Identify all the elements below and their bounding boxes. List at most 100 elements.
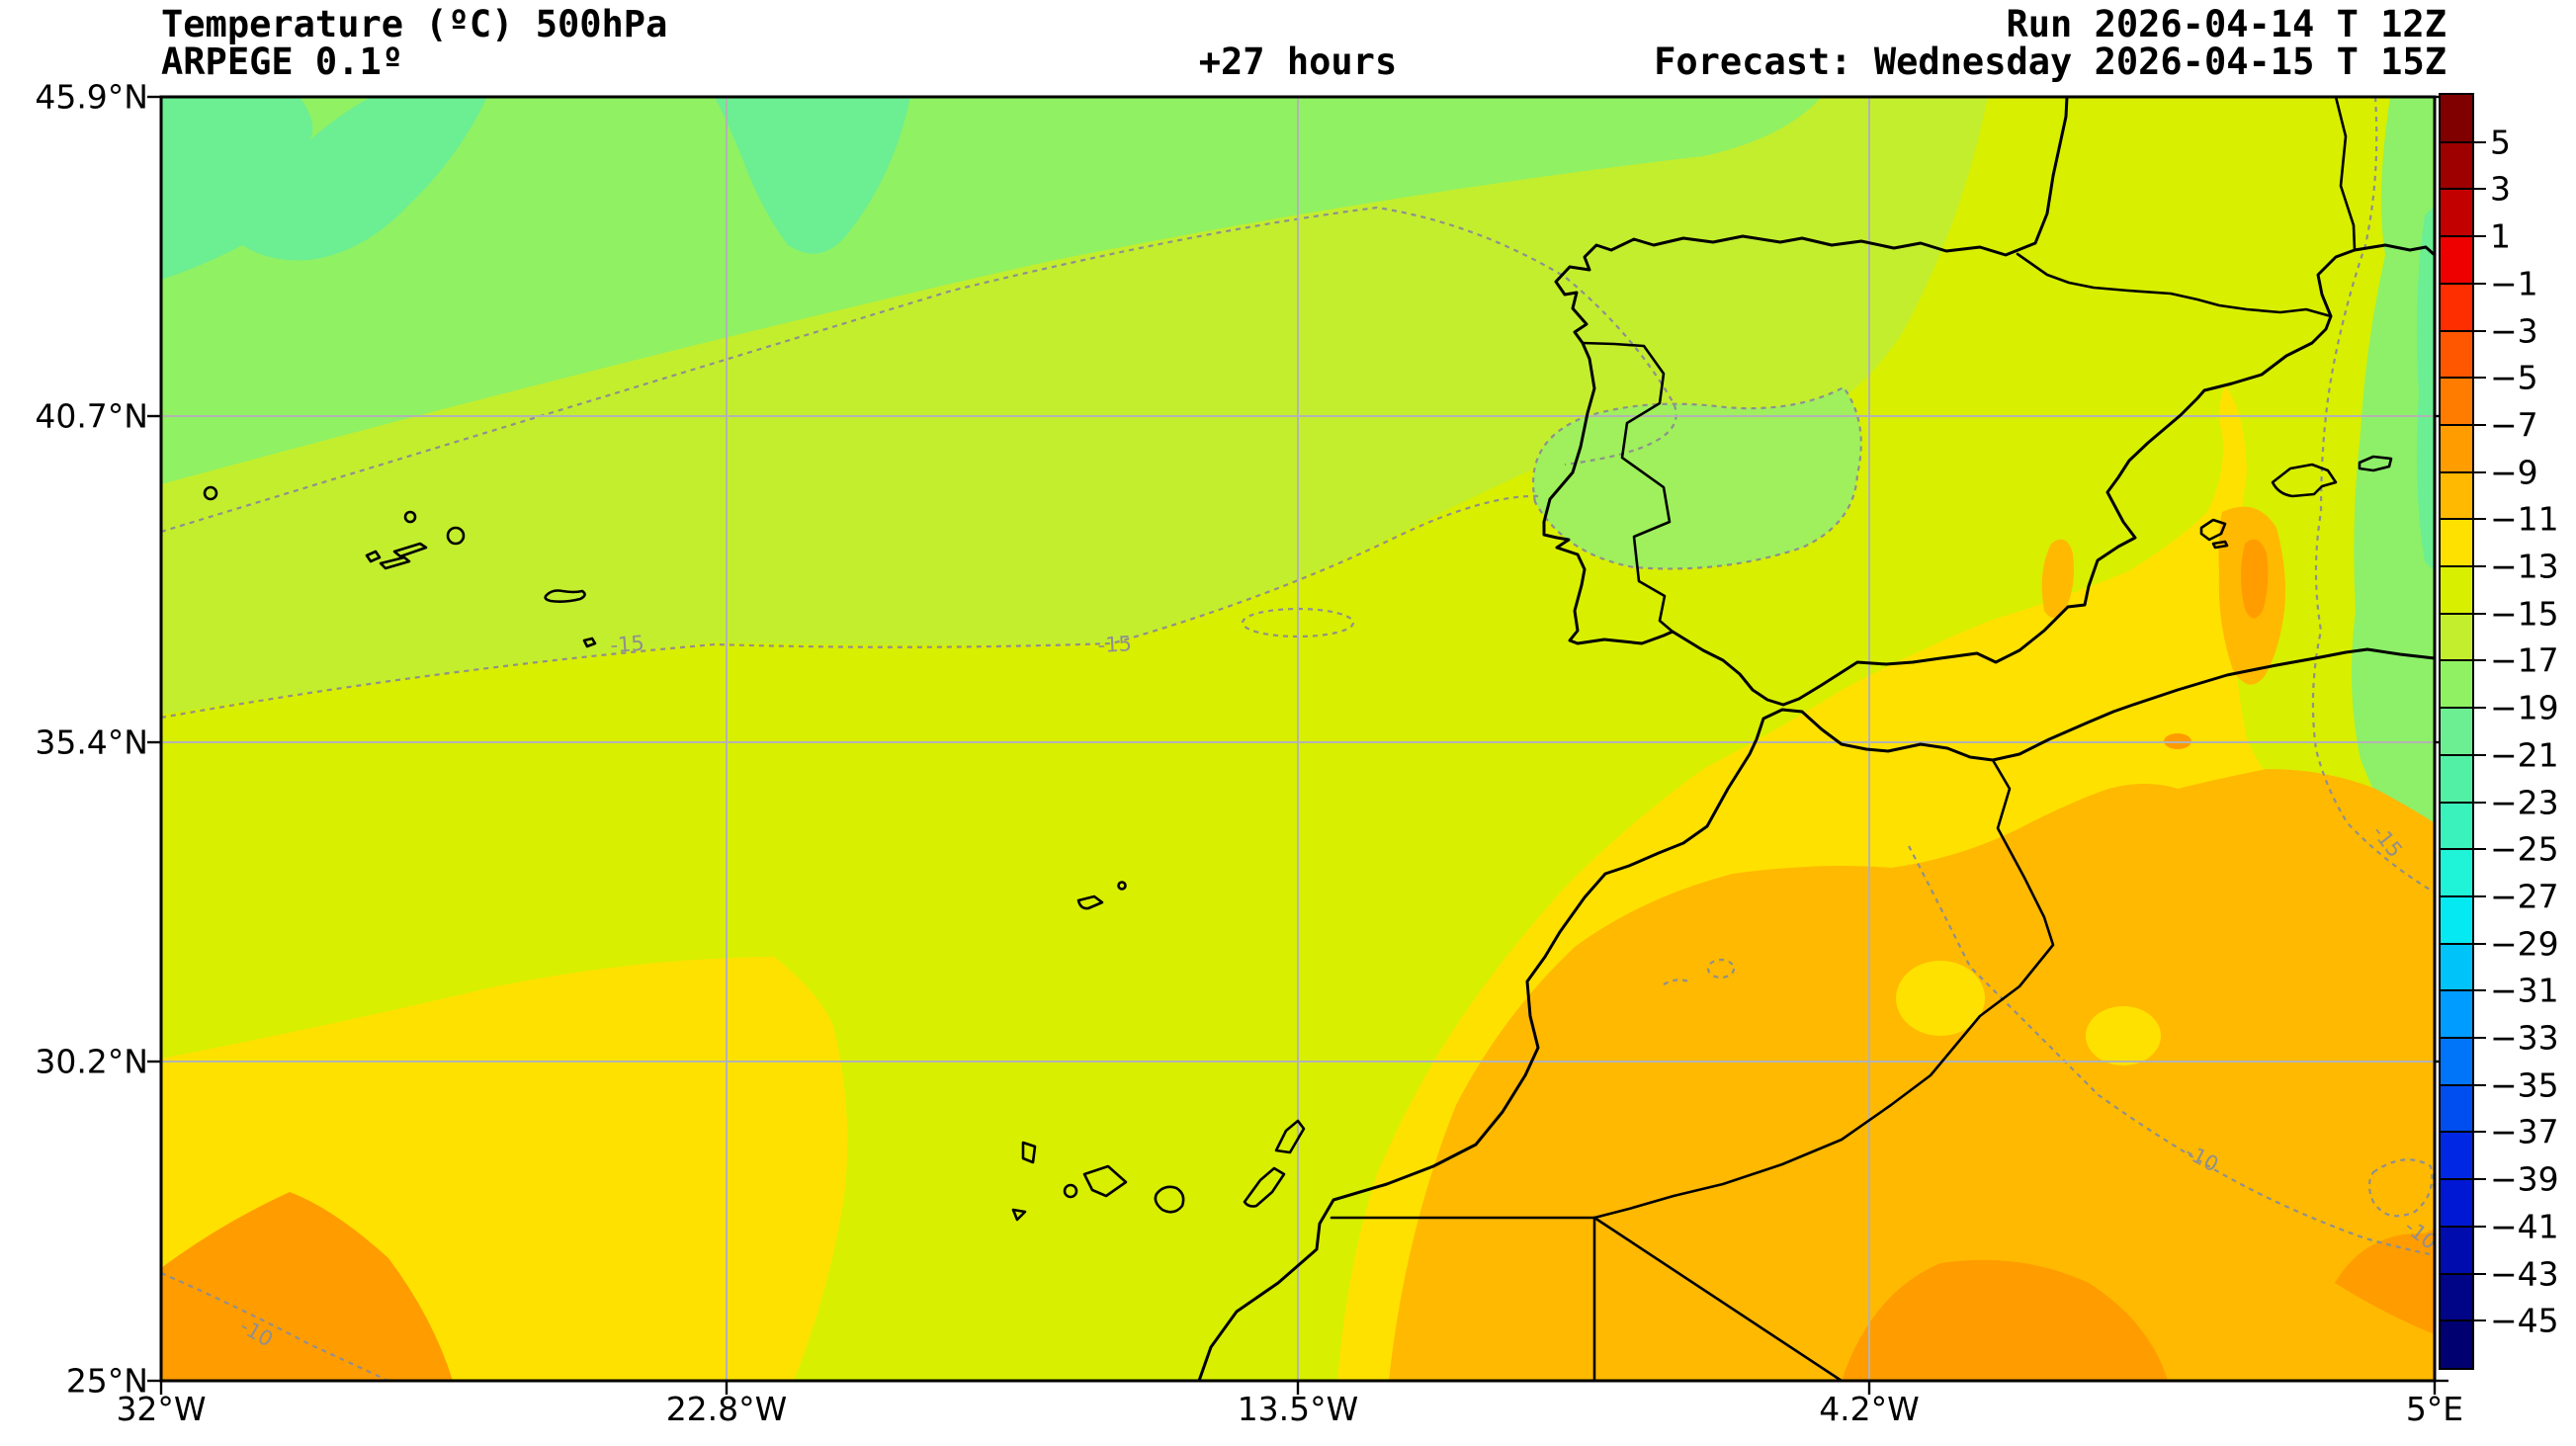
- colorbar-segment: [2441, 990, 2472, 1039]
- island-lanzarote: [1274, 1119, 1306, 1154]
- colorbar-segment: [2441, 613, 2472, 661]
- colorbar-segment: [2441, 943, 2472, 991]
- fill-gold-main: [1389, 769, 2435, 1381]
- colorbar-tick-label: −25: [2490, 829, 2559, 869]
- isotherm-15-iberia-ring: [1531, 385, 1862, 570]
- island-ibiza: [2199, 518, 2227, 542]
- isotherm-10-minor2: [1663, 978, 1692, 985]
- colorbar-segment: [2441, 1320, 2472, 1369]
- colorbar-segment: [2441, 95, 2472, 143]
- island-pico: [379, 555, 411, 570]
- colorbar-tick: [2441, 470, 2486, 473]
- colorbar-tick: [2441, 377, 2486, 380]
- colorbar-tick: [2441, 1178, 2486, 1181]
- island-el-hierro: [1011, 1208, 1027, 1222]
- fill-orange-med-sliver: [2241, 539, 2269, 619]
- coastline-layer: [1197, 95, 2437, 1383]
- fill-mint-east-sliver: [2417, 206, 2435, 571]
- isotherm-15-upper: [160, 206, 1677, 534]
- colorbar-tick: [2441, 1037, 2486, 1040]
- colorbar-tick-label: −15: [2490, 594, 2559, 634]
- colorbar-tick: [2441, 848, 2486, 851]
- colorbar-segment: [2441, 1084, 2472, 1133]
- colorbar-tick: [2441, 942, 2486, 945]
- border-algeria-mauritania-diagonal: [1592, 1216, 1844, 1383]
- colorbar-tick-label: −27: [2490, 877, 2559, 916]
- island-la-palma: [1021, 1141, 1037, 1164]
- colorbar-tick-label: −29: [2490, 924, 2559, 964]
- colorbar-tick-label: −43: [2490, 1254, 2559, 1294]
- lon-label: 22.8°W: [665, 1390, 788, 1428]
- colorbar-tick-label: 1: [2490, 216, 2511, 256]
- colorbar-segment: [2441, 189, 2472, 237]
- fill-mint-dot: [235, 191, 261, 209]
- colorbar-segment: [2441, 236, 2472, 285]
- border-morocco-algeria: [1592, 758, 2055, 1220]
- colorbar-segment: [2441, 1179, 2472, 1228]
- colorbar-segment: [2441, 141, 2472, 190]
- island-terceira: [446, 526, 466, 546]
- fill-mint-tongue: [715, 97, 910, 254]
- colorbar-tick-label: −45: [2490, 1301, 2559, 1340]
- colorbar-tick-label: −23: [2490, 783, 2559, 822]
- island-madeira: [1076, 894, 1104, 910]
- colorbar-tick: [2441, 423, 2486, 426]
- fill-orange-sw: [161, 1192, 453, 1381]
- island-la-gomera: [1063, 1183, 1078, 1199]
- island-tenerife: [1082, 1164, 1128, 1198]
- colorbar-tick-label: −35: [2490, 1065, 2559, 1105]
- lon-label: 13.5°W: [1237, 1390, 1359, 1428]
- colorbar-tick: [2441, 1131, 2486, 1134]
- coastline-africa: [1197, 647, 2437, 1383]
- colorbar-segment: [2441, 1226, 2472, 1275]
- isotherm-15-minor-ring: [1241, 607, 1355, 638]
- fill-orange-east: [2335, 1229, 2435, 1334]
- border-portugal-spain: [1581, 341, 1674, 634]
- colorbar-tick: [2441, 894, 2486, 897]
- fill-yellow-pocket: [2086, 1006, 2161, 1065]
- island-faial: [365, 550, 382, 563]
- colorbar-segment: [2441, 519, 2472, 567]
- colorbar-segment: [2441, 330, 2472, 379]
- colorbar-tick-label: 3: [2490, 169, 2511, 209]
- isotherm-10-east-loop: [2367, 1158, 2434, 1218]
- island-porto-santo: [1117, 881, 1127, 891]
- colorbar-segment: [2441, 1132, 2472, 1180]
- lat-label: 45.9°N: [35, 77, 148, 117]
- islands-layer: [203, 455, 2393, 1222]
- colorbar-tick-label: −17: [2490, 640, 2559, 680]
- run-label: Run 2026-04-14 T 12Z: [2006, 3, 2447, 45]
- fill-green-east: [2352, 97, 2435, 890]
- model-label: ARPEGE 0.1º: [161, 41, 404, 83]
- colorbar-tick: [2441, 140, 2486, 143]
- forecast-label: Forecast: Wednesday 2026-04-15 T 15Z: [1654, 41, 2447, 83]
- colorbar-tick: [2441, 565, 2486, 568]
- colorbar-tick: [2441, 707, 2486, 710]
- colorbar-tick: [2441, 1272, 2486, 1275]
- isotherm-10-east: [1908, 845, 2436, 1257]
- colorbar-segment: [2441, 802, 2472, 850]
- island-sao-miguel: [544, 589, 586, 603]
- colorbar-tick-label: −9: [2490, 453, 2538, 492]
- colorbar-tick-label: −13: [2490, 547, 2559, 586]
- colorbar-tick: [2441, 801, 2486, 804]
- colorbar-tick: [2441, 188, 2486, 191]
- island-sao-jorge: [392, 542, 428, 558]
- isotherm-contours: [160, 96, 2436, 1382]
- colorbar-tick: [2441, 1225, 2486, 1228]
- colorbar-tick-label: −3: [2490, 311, 2538, 351]
- isotherm-15-main: [160, 494, 1541, 720]
- lon-label: 4.2°W: [1819, 1390, 1920, 1428]
- colorbar-tick-label: −19: [2490, 688, 2559, 727]
- colorbar-tick: [2441, 659, 2486, 662]
- fill-gold-valencia-streak: [2041, 539, 2074, 618]
- border-pyrenees: [2016, 252, 2333, 318]
- fill-iberia-pocket: [1533, 387, 1861, 569]
- lon-label: 5°E: [2405, 1390, 2464, 1428]
- island-menorca: [2358, 455, 2393, 472]
- isotherm-10-west: [160, 1271, 389, 1382]
- island-formentera: [2211, 540, 2229, 550]
- map-frame: [159, 95, 2437, 1383]
- grid-lines: [161, 97, 2435, 1381]
